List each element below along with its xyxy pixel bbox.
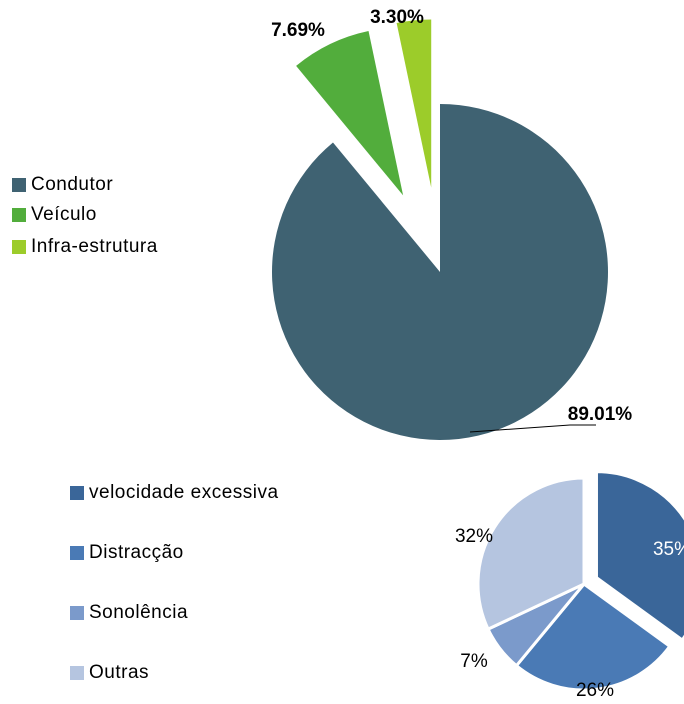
pie-slice [514, 581, 672, 692]
data-label: 32% [455, 526, 493, 547]
legend-label: Outras [89, 662, 149, 683]
legend-label: Veículo [31, 204, 97, 225]
pie-slice [271, 104, 608, 441]
legend-swatch [70, 666, 84, 680]
legend-label: Distracção [89, 542, 184, 563]
data-label: 26% [576, 680, 614, 701]
legend-label: Infra-estrutura [31, 236, 158, 257]
data-label: 7.69% [271, 20, 325, 41]
pie-slice [476, 476, 586, 632]
pie-slice [296, 31, 404, 196]
legend-swatch [70, 606, 84, 620]
pie-slice [396, 19, 432, 188]
data-label: 7% [460, 651, 488, 672]
leader-line [469, 424, 596, 433]
legend-label: Condutor [31, 174, 113, 195]
legend-label: Sonolência [89, 602, 188, 623]
legend-swatch [70, 486, 84, 500]
legend-swatch [12, 208, 26, 222]
data-label: 3.30% [370, 7, 424, 28]
legend-label: velocidade excessiva [89, 482, 279, 503]
legend-swatch [70, 546, 84, 560]
legend-swatch [12, 178, 26, 192]
legend-swatch [12, 240, 26, 254]
data-label: 89.01% [568, 404, 633, 425]
pie-slice [594, 470, 684, 643]
data-label: 35% [653, 539, 684, 560]
